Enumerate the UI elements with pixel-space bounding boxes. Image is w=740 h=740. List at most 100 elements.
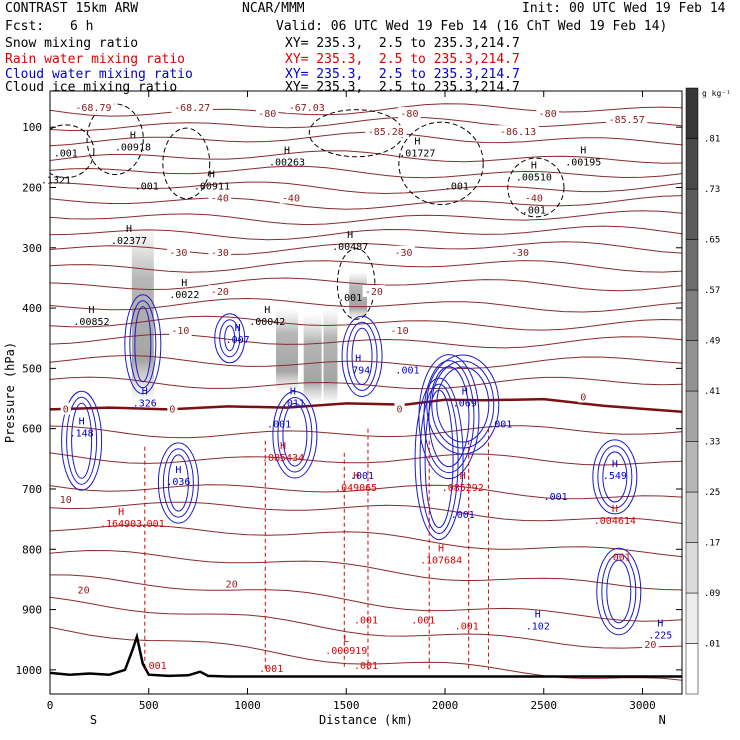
colorbar-tick-label: .65 <box>704 236 720 246</box>
init-time: Init: 00 UTC Wed 19 Feb 14 <box>522 1 726 16</box>
cloud-water-contour <box>124 294 162 395</box>
isotherm-label: 0 <box>580 393 586 404</box>
isotherm-contour <box>50 225 682 241</box>
isotherm-label-bg <box>392 245 415 258</box>
extremum-value-label: .794 <box>346 365 370 376</box>
isotherm-label: -30 <box>394 248 412 259</box>
extremum-marker: H <box>531 160 537 171</box>
isotherm-label-bg <box>208 285 232 298</box>
cloud-water-contour <box>436 366 490 443</box>
isotherm-label-bg <box>208 245 232 258</box>
y-tick-label: 1000 <box>16 664 43 677</box>
extremum-marker: H <box>580 145 586 156</box>
extremum-value-label: .001 <box>354 616 378 627</box>
isotherm-label-bg <box>169 324 192 337</box>
isotherm-contour <box>50 150 682 164</box>
colorbar-tick-label: .81 <box>704 135 720 145</box>
extremum-marker: H <box>142 387 148 398</box>
colorbar-tick-label: .33 <box>704 438 720 448</box>
extremum-marker: H <box>181 278 187 289</box>
isotherm-contour <box>50 241 682 256</box>
y-tick-label: 900 <box>22 604 42 617</box>
isotherm-contour <box>50 103 682 117</box>
colorbar-swatch <box>685 87 699 139</box>
extremum-value-label: .00918 <box>115 142 151 153</box>
isotherm-label-bg <box>279 191 303 204</box>
extremum-value-label: .225 <box>648 631 672 642</box>
isotherm-contour <box>50 626 682 681</box>
colorbar-tick-label: .25 <box>704 488 720 498</box>
snow-shading-plume <box>131 223 154 405</box>
isotherm-contour <box>50 195 682 210</box>
colorbar-tick-label: .09 <box>704 589 720 599</box>
extremum-value-label: .001 <box>607 552 631 563</box>
cloud-water-contour <box>71 402 93 479</box>
isotherm-contour <box>50 260 682 273</box>
isotherm-label-bg <box>398 107 421 120</box>
extremum-value-label: .00195 <box>565 157 601 168</box>
extremum-value-label: .001 <box>259 664 283 675</box>
colorbar-tick-label: .01 <box>704 640 720 650</box>
isotherm-label-bg <box>255 107 279 120</box>
extremum-value-label: .001 <box>522 206 546 217</box>
isotherm-label: -68.79 <box>75 103 111 114</box>
isotherm-label: -10 <box>391 326 409 337</box>
extremum-marker: H <box>353 471 359 482</box>
extremum-value-label: .00042 <box>249 317 285 328</box>
colorbar-swatch <box>685 138 699 190</box>
colorbar-tick-label: .57 <box>704 286 720 296</box>
y-tick-label: 500 <box>22 362 42 375</box>
isotherm-label-bg <box>171 101 213 114</box>
isotherm-label-bg <box>606 113 648 126</box>
isotherm-label-bg <box>286 101 328 114</box>
extremum-value-label: .001 <box>135 181 159 192</box>
isotherm-label: 20 <box>644 640 656 651</box>
colorbar-swatch <box>685 289 699 341</box>
colorbar-swatch <box>685 340 699 392</box>
extremum-value-label: .001 <box>350 471 374 482</box>
cloud-ice-contour <box>50 124 95 179</box>
x-tick-label: 2500 <box>531 699 558 712</box>
model-title: CONTRAST 15km ARW <box>5 1 139 16</box>
cloud-water-contour <box>219 319 241 358</box>
plot-frame <box>49 90 683 695</box>
isotherm-label: 20 <box>78 585 90 596</box>
isotherm-label-bg <box>522 191 546 204</box>
isotherm-label-bg <box>75 583 92 596</box>
cloud-water-contour <box>157 442 199 524</box>
cloud-water-contour <box>428 366 470 468</box>
valid-time: Valid: 06 UTC Wed 19 Feb 14 (16 ChT Wed … <box>276 19 668 34</box>
extremum-marker: H <box>347 230 353 241</box>
isotherm-contour <box>50 524 682 558</box>
extremum-marker: H <box>355 353 361 364</box>
cloud-water-contour <box>162 448 194 518</box>
extremum-value-label: .085434 <box>262 453 304 464</box>
isotherm-label: -85.57 <box>609 115 645 126</box>
x-end-label-left: S <box>90 713 97 727</box>
isotherm-label: 10 <box>60 495 72 506</box>
extremum-marker: H <box>290 387 296 398</box>
extremum-value-label: .011 <box>281 399 305 410</box>
extremum-value-label: .00911 <box>194 181 230 192</box>
cloud-water-contour <box>419 383 459 535</box>
isotherm-contour <box>50 165 682 179</box>
fcst-label: Fcst: <box>5 19 45 34</box>
isotherm-label-bg <box>60 402 71 415</box>
cloud-ice-contour <box>86 103 144 176</box>
isotherm-contour <box>50 452 682 466</box>
center-label: NCAR/MMM <box>242 1 305 16</box>
x-end-label-right: N <box>659 713 666 727</box>
colorbar-swatch <box>685 491 699 543</box>
isotherm-label: -20 <box>365 287 383 298</box>
x-tick-label: 0 <box>47 699 54 712</box>
extremum-value-label: .549 <box>603 471 627 482</box>
extremum-marker: H <box>438 543 444 554</box>
extremum-value-label: .148 <box>70 429 94 440</box>
cloud-water-contour <box>61 390 103 491</box>
x-tick-label: 1000 <box>234 699 261 712</box>
snow-shading-plume <box>323 308 338 405</box>
extremum-value-label: .001 <box>455 622 479 633</box>
extremum-marker: H <box>460 471 466 482</box>
colorbar-swatch <box>685 592 699 644</box>
